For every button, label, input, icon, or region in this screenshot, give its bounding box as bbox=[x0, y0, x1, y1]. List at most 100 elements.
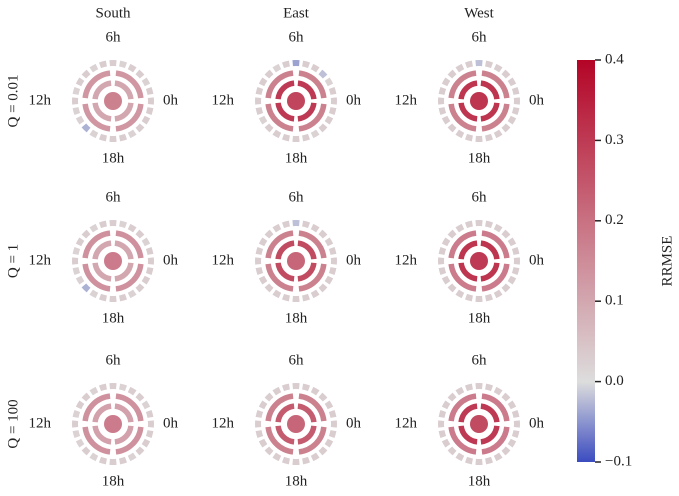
colorbar bbox=[577, 60, 595, 462]
hour-dash bbox=[98, 133, 107, 142]
hour-dash bbox=[328, 267, 337, 276]
hour-dash bbox=[127, 289, 137, 299]
hour-dash bbox=[324, 115, 334, 125]
hour-label: 0h bbox=[346, 252, 362, 268]
hour-dash bbox=[318, 229, 328, 239]
hour-dash bbox=[493, 386, 503, 396]
ring-arc bbox=[480, 262, 500, 282]
hour-dash bbox=[281, 220, 290, 229]
hour-dash bbox=[145, 246, 154, 255]
hour-dash bbox=[447, 229, 457, 239]
hour-dash bbox=[272, 63, 282, 73]
ring-arc bbox=[265, 393, 294, 422]
ring-arc bbox=[480, 403, 500, 423]
hour-dash bbox=[328, 409, 337, 418]
hour-dash bbox=[119, 133, 128, 142]
ring-arc bbox=[275, 262, 295, 282]
hour-label: 0h bbox=[163, 92, 179, 108]
hour-dash bbox=[302, 383, 311, 392]
hour-dash bbox=[98, 220, 107, 229]
hour-dash bbox=[141, 115, 151, 125]
center-disc bbox=[287, 415, 305, 433]
ring-arc bbox=[82, 263, 111, 292]
hour-dash bbox=[98, 293, 107, 302]
ring-arc bbox=[82, 103, 111, 132]
ring-arc bbox=[92, 80, 112, 100]
ring-arc bbox=[297, 102, 317, 122]
hour-dash bbox=[135, 69, 145, 79]
hour-dash bbox=[119, 220, 128, 229]
hour-label: 6h bbox=[106, 352, 122, 368]
hour-dash bbox=[255, 409, 264, 418]
center-disc bbox=[470, 415, 488, 433]
colorbar-tick-label: 0.0 bbox=[605, 373, 624, 389]
hour-dash bbox=[507, 237, 517, 247]
hour-dash bbox=[438, 267, 447, 276]
hour-dash bbox=[507, 275, 517, 285]
hour-dash bbox=[507, 77, 517, 87]
hour-dash bbox=[258, 400, 268, 410]
ring-arc bbox=[481, 103, 510, 132]
hour-dash bbox=[310, 289, 320, 299]
ring-arc bbox=[458, 425, 478, 445]
ring-arc bbox=[82, 230, 111, 259]
hour-dash bbox=[318, 123, 328, 133]
hour-dash bbox=[119, 456, 128, 465]
hour-dash bbox=[511, 267, 520, 276]
hour-label: 0h bbox=[163, 415, 179, 431]
ring-arc bbox=[115, 263, 144, 292]
hour-label: 18h bbox=[102, 150, 125, 166]
hour-dash bbox=[328, 86, 337, 95]
hour-dash bbox=[441, 237, 451, 247]
hour-dash bbox=[464, 383, 473, 392]
hour-label: 18h bbox=[468, 150, 491, 166]
hour-dash bbox=[272, 452, 282, 462]
ring-arc bbox=[298, 103, 327, 132]
hour-dash bbox=[98, 456, 107, 465]
ring-arc bbox=[115, 426, 144, 455]
hour-dash bbox=[438, 409, 447, 418]
hour-label: 6h bbox=[289, 352, 305, 368]
hour-dash bbox=[281, 133, 290, 142]
hour-dash bbox=[258, 77, 268, 87]
hour-dash bbox=[127, 452, 137, 462]
hour-dash bbox=[324, 438, 334, 448]
hour-dash bbox=[441, 400, 451, 410]
hour-dash bbox=[493, 63, 503, 73]
ring-arc bbox=[265, 103, 294, 132]
ring-arc bbox=[298, 263, 327, 292]
hour-dash bbox=[464, 456, 473, 465]
hour-dash bbox=[485, 220, 494, 229]
ring-arc bbox=[115, 393, 144, 422]
hour-dash bbox=[72, 430, 81, 439]
hour-dash bbox=[264, 446, 274, 456]
hour-dash bbox=[302, 220, 311, 229]
hour-dash bbox=[328, 430, 337, 439]
ring-arc bbox=[448, 426, 477, 455]
ring-arc bbox=[458, 240, 478, 260]
ring-arc bbox=[114, 240, 134, 260]
hour-dash bbox=[89, 386, 99, 396]
hour-dash bbox=[145, 107, 154, 116]
ring-arc bbox=[92, 425, 112, 445]
ring-arc bbox=[458, 102, 478, 122]
hour-dash bbox=[127, 386, 137, 396]
hour-label: 6h bbox=[472, 189, 488, 205]
column-title: South bbox=[95, 5, 131, 21]
hour-label: 12h bbox=[212, 252, 235, 268]
hour-dash bbox=[310, 63, 320, 73]
ring-arc bbox=[297, 80, 317, 100]
hour-dash bbox=[501, 123, 511, 133]
hour-dash bbox=[324, 275, 334, 285]
ring-arc bbox=[114, 425, 134, 445]
ring-arc bbox=[297, 240, 317, 260]
center-disc bbox=[470, 252, 488, 270]
hour-label: 18h bbox=[102, 473, 125, 489]
hour-dash bbox=[324, 77, 334, 87]
hour-dash bbox=[72, 267, 81, 276]
hour-label: 12h bbox=[212, 92, 235, 108]
ring-arc bbox=[481, 426, 510, 455]
hour-dash bbox=[255, 267, 264, 276]
hour-dash bbox=[438, 107, 447, 116]
